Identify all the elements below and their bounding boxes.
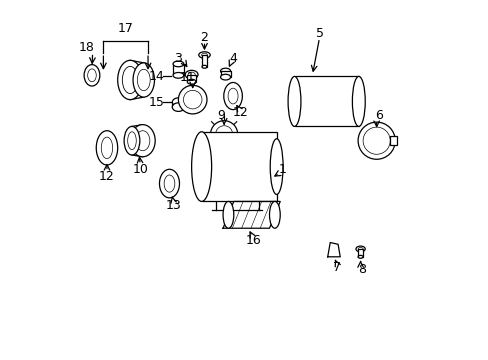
Ellipse shape [87, 69, 96, 82]
Circle shape [357, 122, 394, 159]
Circle shape [183, 90, 202, 109]
Ellipse shape [188, 72, 195, 77]
Ellipse shape [191, 132, 211, 202]
Text: 8: 8 [358, 263, 366, 276]
Ellipse shape [198, 52, 210, 58]
Bar [202, 55, 206, 67]
Ellipse shape [357, 248, 363, 250]
Ellipse shape [224, 82, 242, 110]
Ellipse shape [172, 98, 184, 107]
Ellipse shape [164, 175, 175, 192]
Ellipse shape [185, 70, 198, 79]
Ellipse shape [202, 65, 206, 68]
Text: 3: 3 [174, 52, 182, 65]
Ellipse shape [220, 68, 230, 74]
Ellipse shape [135, 131, 149, 151]
Text: 16: 16 [245, 234, 261, 247]
Ellipse shape [173, 72, 183, 78]
Text: 13: 13 [165, 198, 181, 212]
Text: 1: 1 [278, 163, 286, 176]
Ellipse shape [84, 64, 100, 86]
Ellipse shape [130, 125, 155, 157]
Ellipse shape [96, 131, 118, 165]
Ellipse shape [122, 66, 138, 94]
Text: 6: 6 [375, 109, 383, 122]
Ellipse shape [357, 255, 363, 258]
Ellipse shape [127, 132, 136, 150]
Ellipse shape [137, 69, 150, 91]
Text: 11: 11 [179, 71, 195, 84]
Text: 7: 7 [333, 261, 341, 274]
Text: 12: 12 [233, 106, 248, 120]
Ellipse shape [118, 60, 142, 100]
Bar [187, 75, 196, 82]
Ellipse shape [270, 139, 283, 194]
Text: 4: 4 [229, 52, 237, 65]
Circle shape [210, 121, 237, 148]
Ellipse shape [172, 103, 184, 111]
Bar [294, 76, 358, 126]
Bar [201, 132, 276, 202]
Text: 12: 12 [99, 170, 115, 183]
Ellipse shape [227, 88, 238, 104]
Ellipse shape [355, 246, 365, 252]
Text: 18: 18 [78, 41, 94, 54]
Ellipse shape [287, 76, 300, 126]
Ellipse shape [352, 76, 365, 126]
Ellipse shape [101, 137, 112, 158]
Text: 14: 14 [149, 70, 164, 83]
Text: 15: 15 [149, 96, 164, 109]
Ellipse shape [220, 74, 230, 80]
Text: 10: 10 [132, 163, 148, 176]
Ellipse shape [187, 79, 196, 84]
Text: 5: 5 [315, 27, 323, 40]
Ellipse shape [269, 202, 280, 228]
Bar [220, 71, 230, 77]
Bar [389, 136, 397, 145]
Ellipse shape [133, 63, 154, 97]
Ellipse shape [201, 53, 207, 57]
Circle shape [215, 126, 232, 143]
Ellipse shape [173, 61, 183, 67]
Ellipse shape [159, 169, 179, 198]
Ellipse shape [223, 202, 233, 228]
Circle shape [178, 85, 206, 114]
Circle shape [363, 127, 389, 154]
Text: 2: 2 [200, 31, 208, 44]
Bar [357, 249, 363, 257]
Text: 9: 9 [217, 109, 225, 122]
Ellipse shape [124, 126, 140, 155]
Bar [173, 64, 183, 75]
Text: 17: 17 [118, 22, 133, 35]
